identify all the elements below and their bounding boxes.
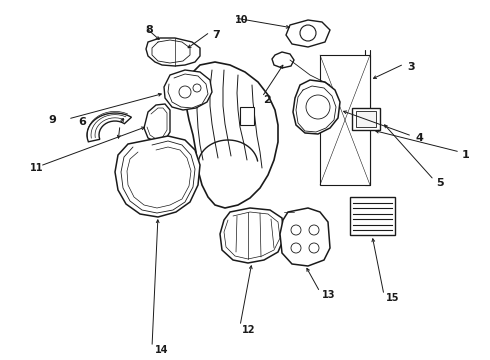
Text: 15: 15 (386, 293, 399, 303)
Text: 11: 11 (30, 163, 44, 173)
Bar (240, 107, 254, 125)
Text: 10: 10 (235, 15, 248, 25)
Bar (356, 111, 376, 127)
Polygon shape (293, 80, 340, 134)
Polygon shape (144, 104, 170, 142)
Text: 1: 1 (462, 150, 470, 160)
Text: 9: 9 (48, 115, 56, 125)
Text: 7: 7 (212, 30, 220, 40)
Polygon shape (87, 113, 131, 142)
Text: 6: 6 (78, 117, 86, 127)
Text: 4: 4 (415, 133, 423, 143)
Text: 5: 5 (436, 178, 443, 188)
Polygon shape (272, 52, 294, 68)
Text: 13: 13 (322, 290, 336, 300)
Polygon shape (220, 208, 284, 263)
Bar (352, 108, 380, 130)
Polygon shape (164, 70, 212, 110)
Text: 12: 12 (242, 325, 255, 335)
Polygon shape (115, 136, 200, 217)
Text: 14: 14 (155, 345, 169, 355)
Text: 2: 2 (263, 95, 271, 105)
Polygon shape (185, 62, 278, 208)
Text: 8: 8 (145, 25, 153, 35)
Polygon shape (320, 55, 370, 185)
Polygon shape (280, 208, 330, 266)
Text: 3: 3 (407, 62, 415, 72)
Polygon shape (286, 20, 330, 47)
Polygon shape (146, 38, 200, 66)
Bar (350, 197, 395, 235)
